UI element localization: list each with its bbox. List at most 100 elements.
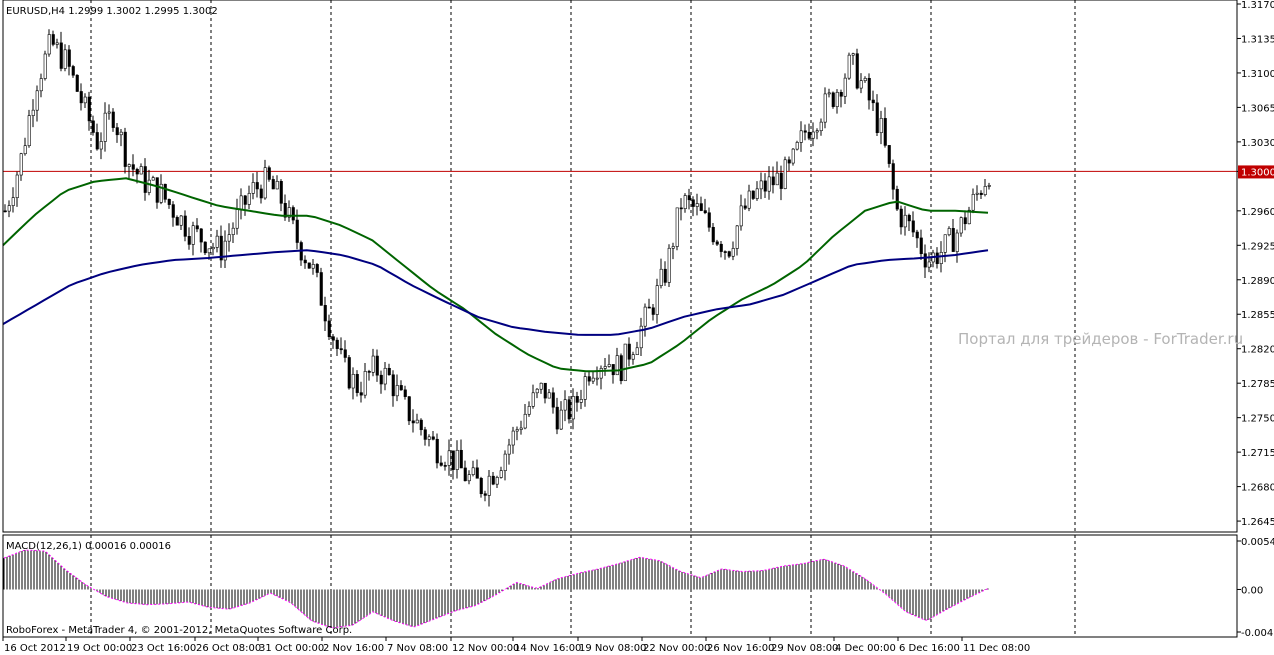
candle bbox=[491, 472, 495, 486]
candle bbox=[515, 426, 519, 441]
candle bbox=[583, 372, 587, 407]
y-tick-label: 1.3100 bbox=[1241, 69, 1274, 80]
candle bbox=[503, 450, 507, 481]
candle bbox=[667, 244, 671, 287]
candle bbox=[715, 239, 719, 246]
candle bbox=[555, 397, 559, 435]
macd-y-tick-label: 0.00541 bbox=[1241, 537, 1274, 548]
candle bbox=[163, 183, 167, 203]
x-tick-label: 26 Nov 16:00 bbox=[707, 643, 774, 654]
candle bbox=[551, 387, 555, 414]
candle bbox=[499, 466, 503, 479]
candle bbox=[511, 426, 515, 454]
candle bbox=[675, 207, 679, 251]
candle bbox=[83, 93, 87, 109]
candle bbox=[167, 198, 171, 209]
candle bbox=[23, 137, 27, 156]
candle bbox=[935, 247, 939, 269]
candle bbox=[559, 401, 563, 431]
candle bbox=[311, 258, 315, 275]
candle bbox=[863, 76, 867, 83]
candle bbox=[571, 388, 575, 430]
candle bbox=[419, 418, 423, 436]
candle bbox=[139, 163, 143, 175]
candle bbox=[651, 303, 655, 321]
candle bbox=[155, 177, 159, 209]
candle bbox=[535, 388, 539, 399]
candle bbox=[127, 163, 131, 179]
candle bbox=[815, 128, 819, 140]
candle bbox=[347, 354, 351, 390]
candle bbox=[95, 123, 99, 151]
candle bbox=[111, 108, 115, 132]
price-plot bbox=[2, 29, 1237, 507]
candle bbox=[595, 366, 599, 386]
candle bbox=[707, 207, 711, 232]
candle bbox=[763, 173, 767, 198]
candle bbox=[27, 109, 31, 148]
candle bbox=[827, 88, 831, 98]
candle bbox=[383, 362, 387, 391]
candle bbox=[171, 201, 175, 227]
candle bbox=[119, 129, 123, 147]
candle bbox=[435, 433, 439, 469]
current-price-label: 1.3000 bbox=[1241, 167, 1274, 178]
candle bbox=[67, 45, 71, 76]
candle bbox=[959, 216, 963, 237]
candle bbox=[859, 73, 863, 94]
x-tick-label: 19 Nov 08:00 bbox=[579, 643, 646, 654]
y-tick-label: 1.2890 bbox=[1241, 276, 1274, 287]
candle bbox=[775, 161, 779, 186]
candle bbox=[919, 229, 923, 261]
candle bbox=[479, 476, 483, 498]
candle bbox=[327, 314, 331, 340]
y-tick-label: 1.2645 bbox=[1241, 517, 1274, 528]
candle bbox=[79, 83, 83, 111]
candle bbox=[879, 110, 883, 145]
candle bbox=[723, 250, 727, 260]
current-price-marker: 1.3000 bbox=[1238, 165, 1274, 179]
candle bbox=[635, 341, 639, 356]
x-tick-label: 11 Dec 08:00 bbox=[963, 643, 1030, 654]
candle bbox=[915, 229, 919, 248]
candle bbox=[115, 122, 119, 143]
candle bbox=[575, 391, 579, 412]
candle bbox=[963, 210, 967, 231]
candle bbox=[231, 222, 235, 243]
candle bbox=[531, 384, 535, 409]
candle bbox=[371, 348, 375, 377]
candle bbox=[927, 252, 931, 273]
candle bbox=[791, 147, 795, 166]
x-tick-label: 4 Dec 00:00 bbox=[835, 643, 896, 654]
candle bbox=[671, 242, 675, 260]
y-tick-label: 1.3065 bbox=[1241, 103, 1274, 114]
candle bbox=[971, 188, 975, 214]
candle bbox=[439, 455, 443, 467]
macd-y-tick-label: 0.00 bbox=[1241, 585, 1263, 596]
candle bbox=[967, 206, 971, 225]
candle bbox=[823, 87, 827, 129]
ma-slow-line bbox=[2, 249, 989, 336]
candle bbox=[831, 91, 835, 109]
candle bbox=[423, 426, 427, 446]
candle bbox=[51, 30, 55, 47]
y-tick-label: 1.2750 bbox=[1241, 414, 1274, 425]
candle bbox=[431, 431, 435, 441]
candle bbox=[199, 228, 203, 253]
y-tick-label: 1.3170 bbox=[1241, 0, 1274, 11]
candle bbox=[107, 104, 111, 120]
x-tick-label: 16 Oct 2012 bbox=[4, 643, 66, 654]
candle bbox=[755, 181, 759, 201]
x-tick-label: 23 Oct 16:00 bbox=[131, 643, 196, 654]
main-frame bbox=[2, 0, 1238, 533]
candle bbox=[483, 490, 487, 502]
candle bbox=[779, 165, 783, 201]
candle bbox=[943, 234, 947, 263]
candle bbox=[291, 205, 295, 225]
candle bbox=[103, 102, 107, 152]
candle bbox=[979, 190, 983, 200]
candle bbox=[659, 258, 663, 289]
candle bbox=[187, 227, 191, 250]
footer-credit: RoboForex - MetaTrader 4, © 2001-2012, M… bbox=[6, 625, 352, 636]
candle bbox=[907, 213, 911, 231]
